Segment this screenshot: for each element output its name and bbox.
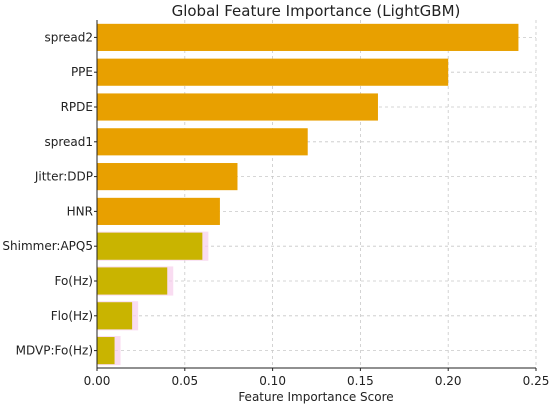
- y-tick-label-2: RPDE: [61, 100, 93, 114]
- x-tick-label-0: 0.00: [84, 374, 111, 388]
- x-axis-label: Feature Importance Score: [238, 390, 393, 404]
- y-tick-label-8: Flo(Hz): [51, 309, 93, 323]
- chart-title: Global Feature Importance (LightGBM): [172, 2, 461, 20]
- axes: [94, 20, 537, 371]
- y-tick-label-5: HNR: [67, 204, 93, 218]
- x-tick-label-5: 0.25: [523, 374, 550, 388]
- x-tick-label-2: 0.10: [259, 374, 286, 388]
- bar-PPE: [97, 58, 449, 86]
- bars: [97, 23, 519, 366]
- x-tick-label-3: 0.15: [347, 374, 374, 388]
- y-tick-label-0: spread2: [44, 30, 93, 44]
- bar-Jitter:DDP: [97, 163, 238, 191]
- x-tick-labels: 0.00 0.05 0.10 0.15 0.20 0.25: [84, 374, 550, 388]
- x-tick-label-4: 0.20: [435, 374, 462, 388]
- bar-Flo(Hz): [97, 302, 133, 330]
- bar-Fo(Hz): [97, 267, 168, 295]
- bar-MDVP:Fo(Hz): [97, 337, 115, 365]
- y-tick-label-6: Shimmer:APQ5: [2, 239, 93, 253]
- bar-Shimmer:APQ5: [97, 232, 203, 260]
- y-tick-label-3: spread1: [44, 135, 93, 149]
- x-tick-label-1: 0.05: [171, 374, 198, 388]
- bar-spread2: [97, 23, 519, 51]
- y-tick-label-4: Jitter:DDP: [34, 170, 93, 184]
- bar-HNR: [97, 197, 220, 225]
- bar-spread1: [97, 128, 308, 156]
- y-tick-label-1: PPE: [71, 65, 93, 79]
- bar-RPDE: [97, 93, 378, 121]
- y-tick-labels: spread2 PPE RPDE spread1 Jitter:DDP HNR Shimme…: [2, 30, 93, 357]
- y-tick-label-7: Fo(Hz): [54, 274, 93, 288]
- y-tick-label-9: MDVP:Fo(Hz): [16, 344, 93, 358]
